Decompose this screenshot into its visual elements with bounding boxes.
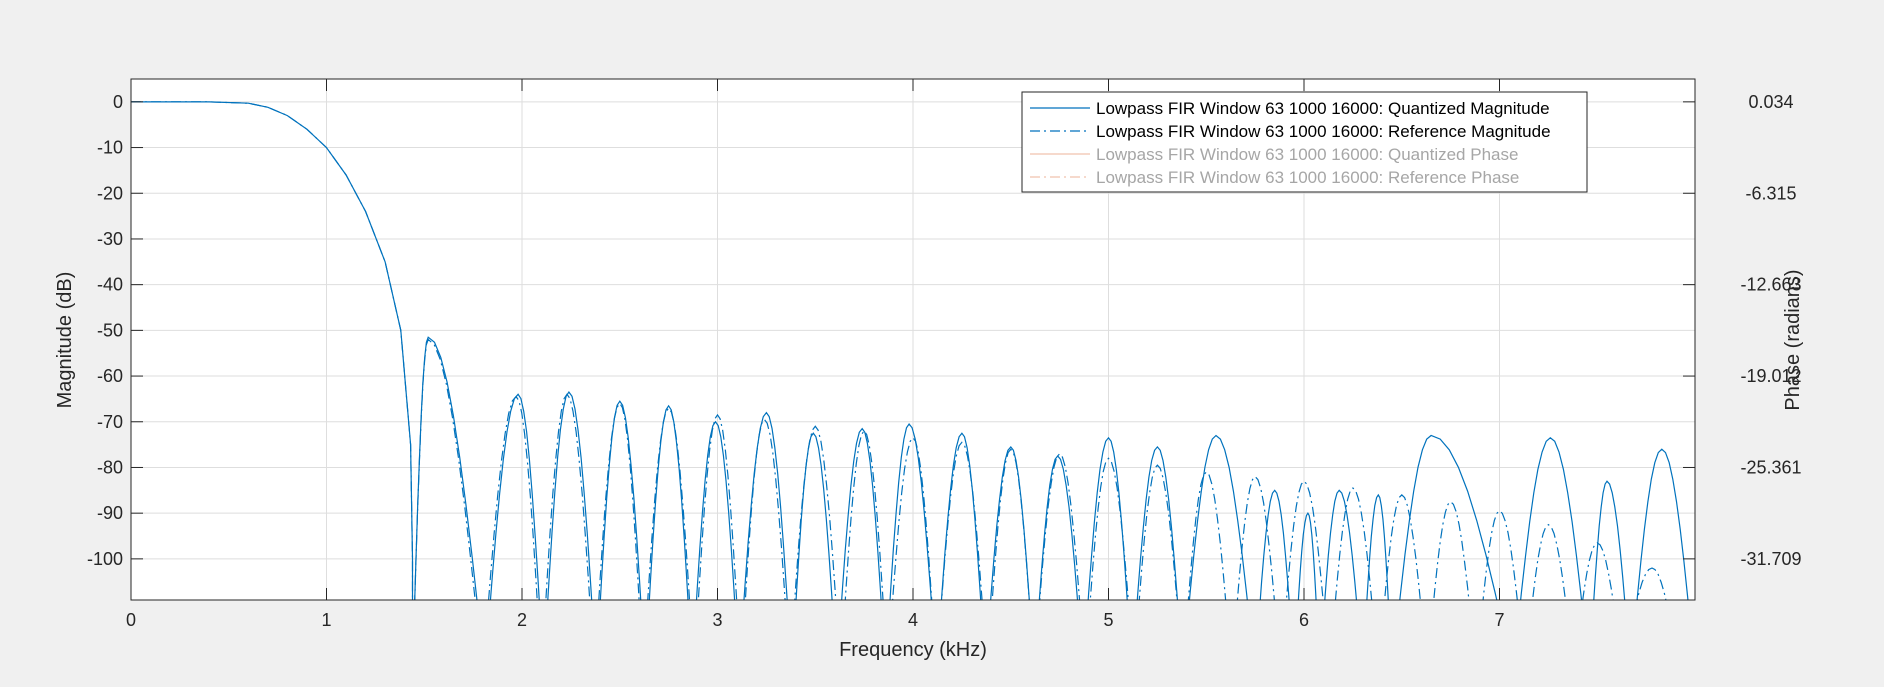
y-tick-label: -10	[97, 138, 123, 158]
y-tick-label: -80	[97, 457, 123, 477]
y-tick-label: -50	[97, 320, 123, 340]
legend-quantized-magnitude-label[interactable]: Lowpass FIR Window 63 1000 16000: Quanti…	[1096, 99, 1550, 118]
legend-entries: Lowpass FIR Window 63 1000 16000: Quanti…	[1030, 99, 1551, 187]
y-tick-label: -100	[87, 549, 123, 569]
y-tick-labels: 0 -10 -20 -30 -40 -50 -60 -70 -80 -90 -100	[87, 92, 123, 569]
x-tick-label: 0	[126, 610, 136, 630]
data-lines	[131, 101, 1689, 673]
legend-reference-magnitude-label[interactable]: Lowpass FIR Window 63 1000 16000: Refere…	[1096, 122, 1551, 141]
x-tick-label: 7	[1494, 610, 1504, 630]
reference-magnitude-line[interactable]	[131, 101, 1679, 673]
x-tick-label: 5	[1103, 610, 1113, 630]
legend[interactable]: Lowpass FIR Window 63 1000 16000: Quanti…	[1021, 91, 1588, 193]
y-right-tick-label: -31.709	[1740, 549, 1801, 569]
y-tick-label: -70	[97, 412, 123, 432]
y-right-tick-label: -12.663	[1740, 275, 1801, 295]
y-tick-label: -60	[97, 366, 123, 386]
y-right-tick-label: -25.361	[1740, 457, 1801, 477]
x-tick-label: 3	[712, 610, 722, 630]
y-tick-label: -90	[97, 503, 123, 523]
x-tick-label: 2	[517, 610, 527, 630]
y-tick-label: 0	[113, 92, 123, 112]
x-axis-label: Frequency (kHz)	[839, 639, 987, 661]
y-axis-label: Magnitude (dB)	[54, 272, 76, 409]
y-right-axis-label: Phase (radians)	[1782, 269, 1804, 410]
y-right-tick-label: -6.315	[1745, 183, 1796, 203]
x-tick-label: 4	[908, 610, 918, 630]
y-tick-label: -20	[97, 183, 123, 203]
legend-box	[1021, 91, 1588, 193]
y-right-tick-label: -19.012	[1740, 366, 1801, 386]
x-tick-label: 6	[1299, 610, 1309, 630]
y-tick-label: -40	[97, 275, 123, 295]
legend-quantized-phase-label[interactable]: Lowpass FIR Window 63 1000 16000: Quanti…	[1096, 145, 1518, 164]
y-right-tick-label: 0.034	[1748, 92, 1793, 112]
y-tick-label: -30	[97, 229, 123, 249]
y-right-tick-labels: 0.034 -6.315 -12.663 -19.012 -25.361 -31.709	[1740, 92, 1801, 569]
tick-marks	[130, 79, 1695, 600]
x-tick-labels: 0 1 2 3 4 5 6 7	[126, 610, 1505, 630]
legend-reference-phase-label[interactable]: Lowpass FIR Window 63 1000 16000: Refere…	[1096, 168, 1519, 187]
x-tick-label: 1	[321, 610, 331, 630]
